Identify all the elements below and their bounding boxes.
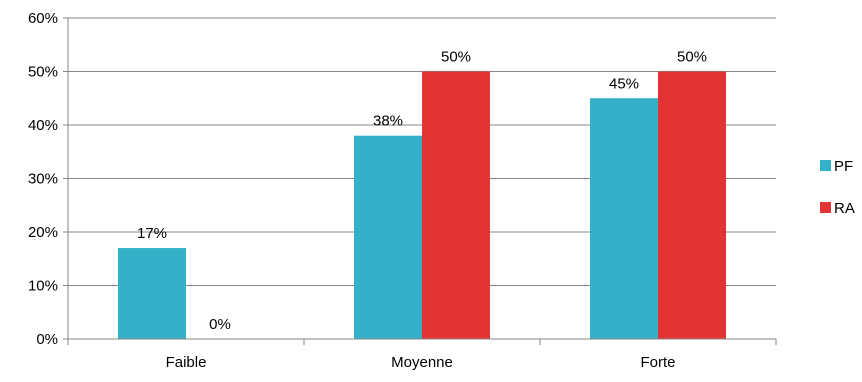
y-tick-label: 40% [28,117,58,134]
legend-swatch-pf [820,160,831,171]
data-label: 50% [441,49,471,66]
data-label: 17% [137,225,167,242]
data-labels: 17% 0% 38% 50% 45% 50% [137,49,707,334]
x-tick-label: Forte [640,354,675,371]
legend-label-ra: RA [834,200,855,217]
legend: PF RA [820,158,855,217]
x-tick-label: Moyenne [391,354,453,371]
bar-pf-faible [118,248,186,339]
axes: 0% 10% 20% 30% 40% 50% 60% Faible Moyenne Forte [28,10,777,371]
x-tick-label: Faible [166,354,207,371]
bar-pf-moyenne [354,135,422,339]
y-tick-label: 0% [36,331,58,348]
data-label: 38% [373,113,403,130]
y-tick-label: 20% [28,224,58,241]
y-tick-label: 30% [28,171,58,188]
bar-ra-moyenne [422,71,490,339]
y-tick-label: 50% [28,64,58,81]
data-label: 0% [209,316,231,333]
data-label: 50% [677,49,707,66]
bar-pf-forte [590,98,658,339]
y-tick-label: 60% [28,10,58,27]
legend-label-pf: PF [834,158,853,175]
data-label: 45% [609,75,639,92]
bars [118,71,726,339]
y-tick-label: 10% [28,278,58,295]
bar-ra-forte [658,71,726,339]
legend-swatch-ra [820,202,831,213]
